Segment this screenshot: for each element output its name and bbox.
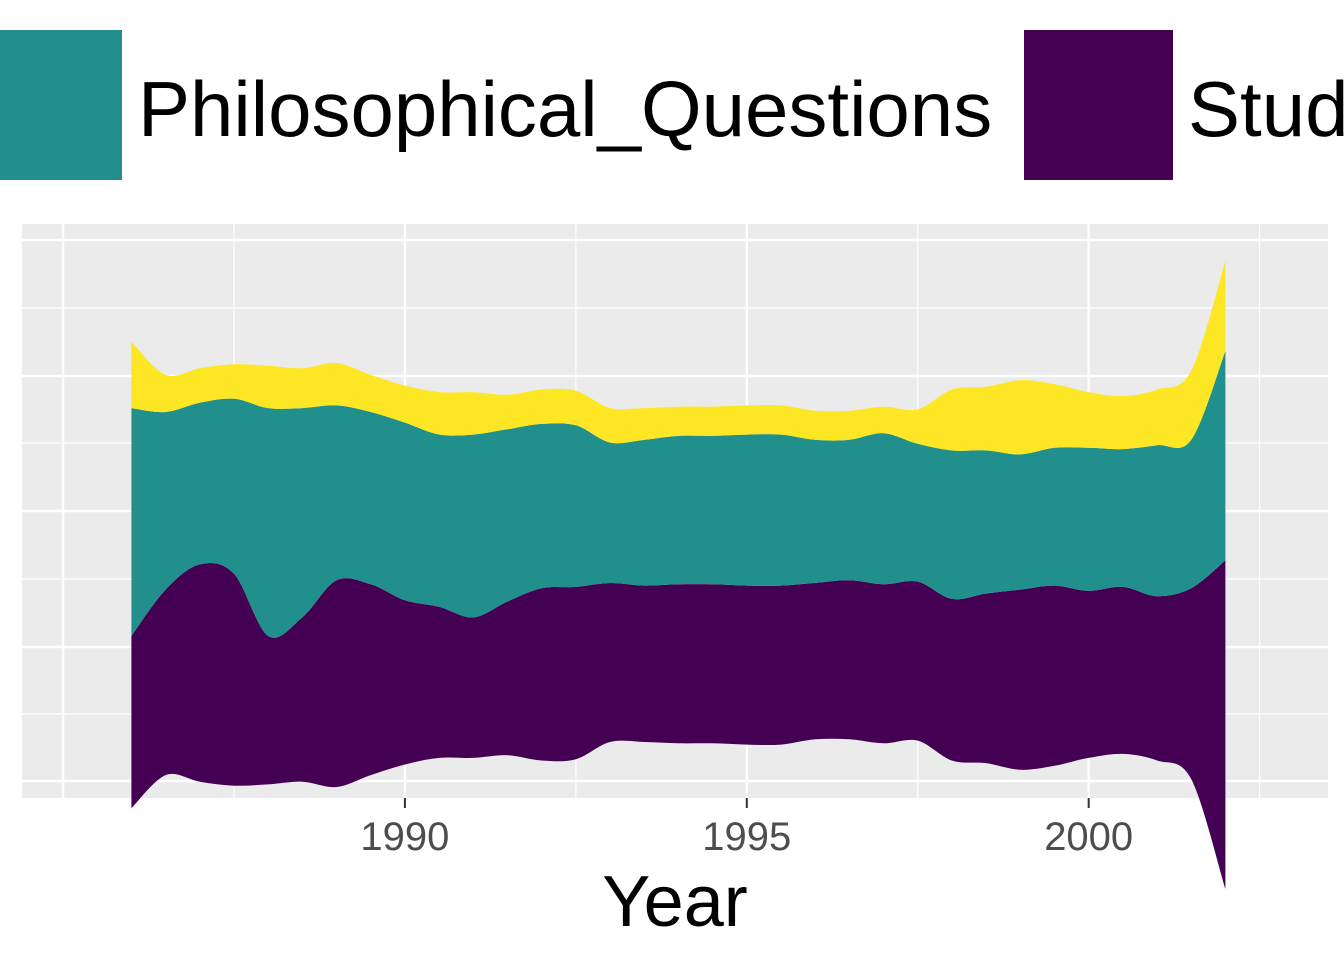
legend-key-stud [1024,30,1173,180]
x-tick-label: 1995 [702,815,791,859]
x-tick-label: 2000 [1044,815,1133,859]
x-tick-label: 1990 [360,815,449,859]
stream-areas [131,261,1226,889]
x-axis-title: Year [602,862,747,942]
x-axis: 1990 1995 2000 [360,798,1133,859]
legend: Philosophical_Questions Stud [0,30,1344,180]
area-series-philosophical-questions [131,351,1226,638]
legend-key-philosophical-questions [0,30,122,180]
area-series-series-3 [131,261,1226,455]
legend-label-philosophical-questions: Philosophical_Questions [138,65,992,153]
area-series-stud [131,560,1226,889]
legend-label-stud: Stud [1188,65,1344,153]
